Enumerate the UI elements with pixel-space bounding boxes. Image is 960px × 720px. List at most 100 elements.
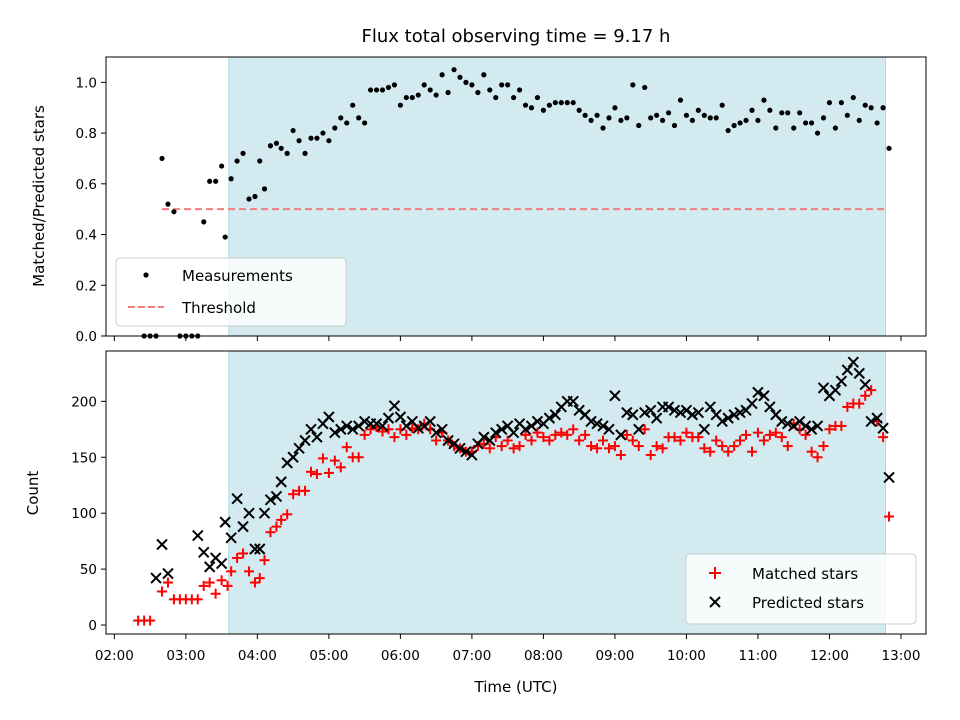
matched-star-point xyxy=(764,429,775,440)
measurement-point xyxy=(273,140,280,146)
predicted-star-point xyxy=(650,412,663,424)
matched-star-point xyxy=(717,441,728,452)
measurement-point xyxy=(654,112,660,118)
predicted-star-point xyxy=(847,356,860,368)
top-y-tick-label: 0.6 xyxy=(76,177,97,193)
matched-star-point xyxy=(746,446,757,457)
measurement-point xyxy=(516,87,523,93)
measurement-point xyxy=(505,82,511,88)
legend-threshold-label: Threshold xyxy=(181,299,256,317)
predicted-star-point xyxy=(270,490,283,503)
matched-star-point xyxy=(508,443,519,454)
measurement-point xyxy=(803,120,809,126)
measurement-point xyxy=(630,82,636,88)
measurement-point xyxy=(767,107,773,113)
measurement-point xyxy=(451,67,457,73)
predicted-star-point xyxy=(871,412,883,424)
measurement-point xyxy=(463,79,469,85)
measurement-point xyxy=(558,100,564,106)
matched-star-point xyxy=(496,441,507,452)
matched-star-point xyxy=(550,429,561,440)
measurement-point xyxy=(511,94,517,101)
predicted-star-point xyxy=(758,390,770,402)
measurement-point xyxy=(850,94,856,101)
predicted-star-point xyxy=(692,406,705,419)
measurement-point xyxy=(391,82,398,88)
predicted-star-point xyxy=(370,418,383,430)
top-y-tick-label: 0.8 xyxy=(76,126,97,142)
measurement-point xyxy=(886,145,892,151)
measurement-point xyxy=(427,87,433,93)
measurement-point xyxy=(570,100,576,106)
bottom-y-axis-ticks: 0 50 100 150 200 xyxy=(71,394,106,634)
predicted-star-point xyxy=(716,415,728,428)
measurement-point xyxy=(409,94,415,101)
chart-title: Flux total observing time = 9.17 h xyxy=(362,26,671,47)
measurement-point xyxy=(284,150,290,156)
predicted-star-point xyxy=(621,406,633,419)
measurement-point xyxy=(719,102,725,108)
predicted-star-point xyxy=(567,395,579,408)
predicted-star-point xyxy=(382,412,395,424)
predicted-star-point xyxy=(424,415,436,428)
matched-star-point xyxy=(770,427,781,438)
predicted-star-point xyxy=(782,418,794,430)
measurement-point xyxy=(320,130,326,136)
measurement-point xyxy=(826,100,833,106)
measurement-point xyxy=(665,110,672,116)
measurement-point xyxy=(683,112,690,118)
legend-matched-label: Matched stars xyxy=(752,565,858,583)
predicted-star-point xyxy=(203,561,216,573)
matched-star-point xyxy=(645,450,656,461)
predicted-star-point xyxy=(817,382,830,394)
matched-star-point xyxy=(204,577,215,588)
matched-star-point xyxy=(693,432,704,443)
matched-star-point xyxy=(812,452,823,463)
measurement-point xyxy=(356,115,362,121)
predicted-star-point xyxy=(573,404,585,416)
predicted-star-point xyxy=(639,406,651,419)
predicted-star-point xyxy=(198,546,210,559)
matched-star-point xyxy=(259,555,270,566)
predicted-star-point xyxy=(448,438,460,450)
x-tick-label: 03:00 xyxy=(166,648,205,664)
measurement-point xyxy=(797,110,803,116)
matched-star-point xyxy=(657,443,668,454)
matched-star-point xyxy=(323,467,334,478)
predicted-star-point xyxy=(835,375,848,387)
top-y-axis-ticks: 0.0 0.2 0.4 0.6 0.8 1.0 xyxy=(76,75,106,345)
measurement-point xyxy=(528,105,535,111)
predicted-star-point xyxy=(258,507,271,519)
predicted-star-point xyxy=(400,420,413,432)
matched-star-point xyxy=(226,566,237,577)
x-tick-label: 05:00 xyxy=(309,648,348,664)
predicted-star-point xyxy=(728,409,740,421)
predicted-star-point xyxy=(192,529,204,542)
predicted-star-point xyxy=(627,409,639,421)
matched-star-point xyxy=(484,443,495,454)
measurement-point xyxy=(868,105,874,111)
matched-star-point xyxy=(431,435,442,446)
predicted-star-point xyxy=(388,400,401,412)
matched-star-point xyxy=(306,466,316,477)
matched-star-point xyxy=(699,443,710,454)
legend-predicted-label: Predicted stars xyxy=(752,594,864,612)
predicted-star-point xyxy=(305,423,317,436)
measurement-point xyxy=(469,82,475,88)
matched-star-point xyxy=(681,427,692,438)
matched-star-point xyxy=(329,455,340,466)
matched-star-point xyxy=(651,441,662,452)
predicted-star-point xyxy=(412,422,424,434)
predicted-star-point xyxy=(466,449,478,461)
x-tick-label: 06:00 xyxy=(381,648,420,664)
matched-star-point xyxy=(705,446,716,457)
predicted-star-point xyxy=(853,367,865,380)
top-y-tick-label: 0.2 xyxy=(76,278,97,294)
matched-star-point xyxy=(365,424,376,435)
predicted-star-point xyxy=(264,494,277,506)
measurement-point xyxy=(546,102,552,108)
matched-star-point xyxy=(222,580,233,591)
measurement-point xyxy=(171,209,177,215)
matched-star-point xyxy=(317,453,328,464)
matched-star-point xyxy=(723,446,734,457)
